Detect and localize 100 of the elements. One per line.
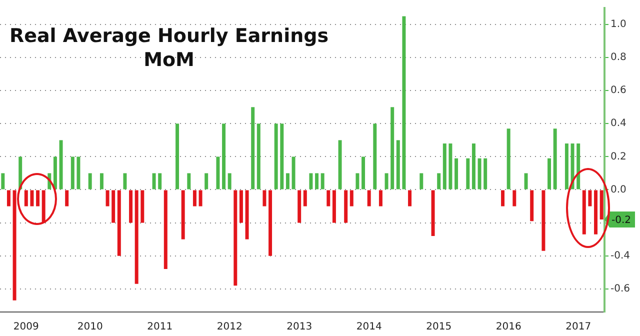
bar: [140, 190, 144, 223]
bar: [216, 156, 220, 190]
bar: [506, 128, 510, 190]
bar: [24, 190, 28, 206]
x-tick-label: 2016: [496, 322, 522, 333]
bar: [268, 190, 272, 256]
x-tick-label: 2015: [426, 322, 452, 333]
bar: [384, 173, 388, 190]
bar: [152, 173, 156, 190]
x-tick-label: 2011: [147, 322, 173, 333]
bar: [42, 190, 46, 223]
bar: [420, 173, 424, 190]
bar: [36, 190, 40, 206]
bar: [396, 140, 400, 190]
x-tick-label: 2017: [566, 322, 592, 333]
x-tick-label: 2010: [77, 322, 103, 333]
bar: [512, 190, 516, 206]
bar: [187, 173, 191, 190]
annotation: -0.2: [611, 215, 632, 226]
bar: [576, 143, 580, 190]
bar: [53, 156, 57, 190]
bar: [478, 158, 482, 190]
bar: [466, 158, 470, 190]
bar: [588, 190, 592, 206]
bar: [286, 173, 290, 190]
bar: [192, 190, 196, 206]
bar: [454, 158, 458, 190]
x-tick-label: 2014: [356, 322, 382, 333]
bar: [484, 158, 488, 190]
bar: [298, 190, 302, 223]
bar: [76, 156, 80, 190]
y-tick-label: 0.4: [610, 118, 626, 130]
bar: [600, 190, 604, 220]
bar: [431, 190, 435, 236]
bar: [448, 143, 452, 190]
bar: [582, 190, 586, 234]
bar: [117, 190, 121, 256]
bar: [408, 190, 412, 206]
bar: [501, 190, 505, 206]
bar: [326, 190, 330, 206]
bar: [280, 124, 284, 190]
y-tick-label: 0.2: [610, 151, 626, 162]
bar: [129, 190, 133, 223]
bar: [70, 156, 74, 190]
bar: [320, 173, 324, 190]
y-tick-label: 0.0: [610, 184, 626, 196]
bar: [309, 173, 313, 190]
y-tick-label: 0.6: [610, 85, 626, 96]
bar: [65, 190, 69, 206]
bar: [373, 124, 377, 190]
bar: [262, 190, 266, 206]
bar: [548, 158, 552, 190]
y-tick-label: -0.6: [610, 283, 630, 294]
bar: [402, 16, 406, 190]
bar: [30, 190, 34, 206]
bar: [164, 190, 168, 270]
y-tick-label: 1.0: [610, 19, 626, 30]
bar: [181, 190, 185, 240]
bar: [6, 190, 10, 206]
bar: [437, 173, 441, 190]
y-tick-label: -0.4: [610, 250, 630, 262]
bar: [344, 190, 348, 223]
bar: [315, 173, 319, 190]
bar: [112, 190, 116, 223]
bar: [228, 173, 232, 190]
bar: [362, 156, 366, 190]
bar: [1, 173, 5, 190]
bar: [88, 173, 92, 190]
bar: [274, 124, 278, 190]
bar: [303, 190, 307, 206]
bar: [367, 190, 371, 206]
bar: [106, 190, 110, 206]
bar: [390, 107, 394, 190]
bar: [356, 173, 360, 190]
bar: [134, 190, 138, 284]
text: Real Average Hourly Earnings MoM: [8, 24, 330, 72]
bar: [158, 173, 162, 190]
bar: [198, 190, 202, 206]
bar: [239, 190, 243, 223]
bar: [542, 190, 546, 251]
bar: [222, 124, 226, 190]
bar: [256, 124, 260, 190]
bar: [100, 173, 104, 190]
bar: [564, 143, 568, 190]
bar: [59, 140, 63, 190]
bar: [553, 128, 557, 190]
x-tick-label: 2012: [216, 322, 242, 333]
bar: [378, 190, 382, 206]
bar: [245, 190, 249, 240]
bar: [530, 190, 534, 222]
bar: [594, 190, 598, 234]
bar: [338, 140, 342, 190]
bar: [234, 190, 238, 286]
bar: [524, 173, 528, 190]
x-tick-label: 2013: [286, 322, 312, 333]
bar: [350, 190, 354, 206]
bar: [204, 173, 208, 190]
x-tick-label: 2009: [13, 322, 39, 333]
bar: [251, 107, 255, 190]
bar: [12, 190, 16, 300]
